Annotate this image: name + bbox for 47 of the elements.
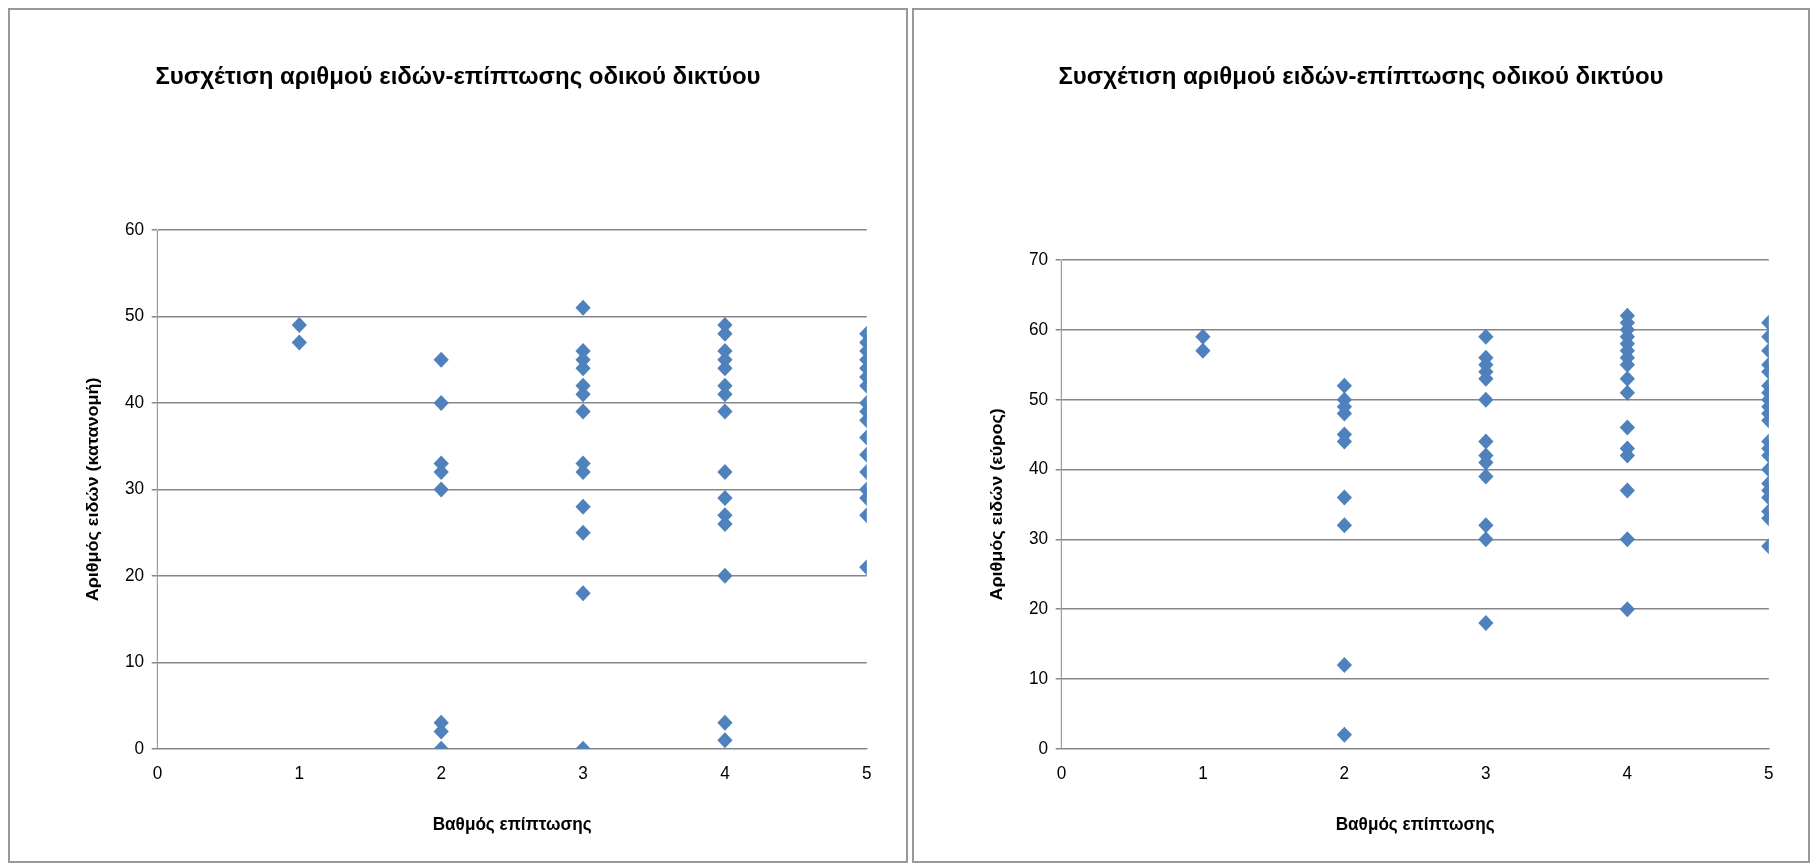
x-tick-label: 4: [1622, 762, 1633, 783]
x-tick-label: 4: [720, 762, 730, 783]
x-tick-label: 0: [152, 762, 163, 783]
y-tick-label: 0: [1038, 737, 1049, 758]
point: [433, 481, 449, 498]
point: [717, 567, 733, 584]
point: [433, 351, 449, 368]
x-tick-label: 5: [1764, 762, 1774, 783]
y-tick-label: 0: [134, 737, 145, 758]
x-axis-title: Βαθμός επίπτωσης: [432, 813, 592, 835]
y-axis-title: Αριθμός ειδών (εύρος): [986, 408, 1007, 601]
y-tick-label: 60: [1028, 318, 1049, 339]
x-tick-label: 2: [1339, 762, 1350, 783]
point: [575, 403, 591, 420]
point: [717, 732, 733, 749]
x-tick-label: 3: [1481, 762, 1491, 783]
chart-title: Συσχέτιση αριθμού ειδών-επίπτωσης οδικού δικτύου: [154, 61, 762, 91]
x-tick-label: 1: [1198, 762, 1208, 783]
y-tick-label: 30: [1028, 527, 1049, 549]
point: [717, 403, 733, 420]
y-tick-label: 20: [1028, 597, 1049, 619]
y-axis-title: Αριθμός ειδών (κατανομή): [82, 377, 103, 602]
y-tick-label: 10: [1028, 667, 1049, 689]
x-tick-label: 5: [862, 762, 872, 783]
point: [575, 585, 591, 602]
chart-title: Συσχέτιση αριθμού ειδών-επίπτωσης οδικού δικτύου: [1057, 61, 1665, 91]
y-tick-label: 40: [1028, 458, 1049, 479]
y-tick-label: 20: [124, 564, 145, 585]
point: [717, 490, 733, 507]
y-tick-label: 50: [124, 305, 145, 326]
point: [717, 464, 733, 481]
y-tick-label: 70: [1028, 248, 1049, 270]
y-tick-label: 50: [1028, 388, 1049, 409]
x-tick-label: 2: [436, 762, 446, 783]
x-tick-label: 3: [578, 762, 588, 783]
point: [575, 524, 591, 541]
y-tick-label: 10: [124, 650, 145, 672]
x-tick-label: 1: [294, 762, 305, 783]
point: [433, 394, 449, 411]
y-tick-label: 60: [124, 218, 145, 240]
x-axis-title: Βαθμός επίπτωσης: [1335, 813, 1495, 835]
x-tick-label: 0: [1056, 762, 1067, 783]
y-tick-label: 40: [124, 391, 145, 412]
point: [717, 714, 733, 731]
y-tick-label: 30: [124, 478, 145, 499]
point: [575, 498, 591, 515]
point: [575, 299, 591, 316]
